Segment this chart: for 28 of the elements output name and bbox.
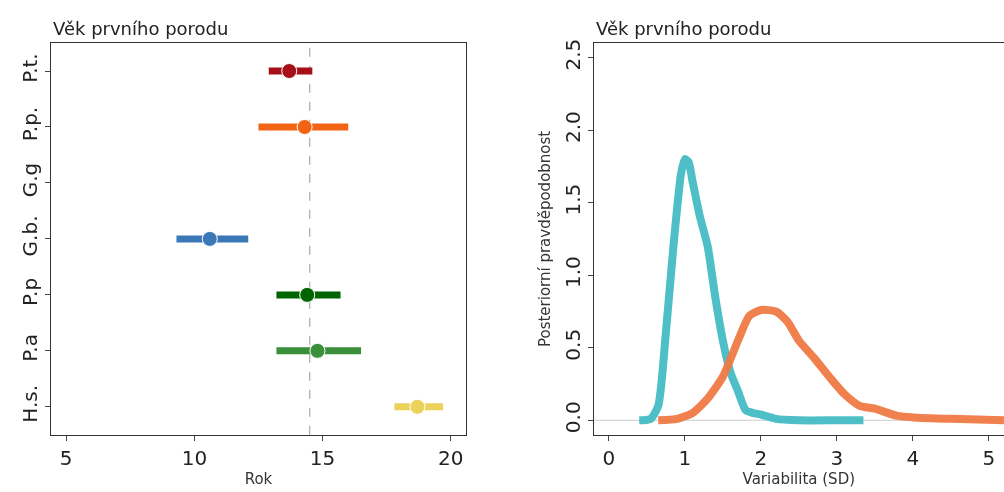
y-tick-label: P.p	[17, 277, 42, 306]
x-tick-label: 5	[59, 445, 73, 470]
chart-title: Věk prvního porodu	[53, 18, 229, 39]
x-tick-label: 4	[906, 445, 920, 470]
y-tick-label: G.b.	[17, 215, 42, 257]
y-tick-label: 2.5	[560, 38, 585, 71]
x-tick-label: 5	[982, 445, 996, 470]
x-axis-title: Rok	[244, 469, 273, 488]
y-tick-label: 2.0	[560, 111, 585, 144]
chart-title: Věk prvního porodu	[596, 18, 772, 39]
x-tick-label: 15	[309, 445, 336, 470]
y-tick-label: 0.5	[560, 328, 585, 361]
x-axis-title: Variabilita (SD)	[742, 469, 856, 488]
x-tick-label: 20	[438, 445, 464, 470]
y-tick-label: P.t.	[17, 53, 42, 83]
y-tick-label: G.g	[17, 162, 42, 198]
x-tick-label: 1	[678, 445, 692, 470]
y-axis-title: Posteriorní pravděpodobnost	[535, 130, 554, 348]
x-tick-label: 3	[830, 445, 844, 470]
y-tick-label: P.p.	[17, 106, 42, 142]
x-tick-label: 0	[602, 445, 616, 470]
y-tick-label: H.s.	[17, 384, 42, 423]
x-tick-label: 2	[754, 445, 768, 470]
y-tick-label: 1.0	[560, 256, 585, 289]
y-tick-label: 0.0	[560, 401, 585, 434]
y-tick-label: P.a	[17, 334, 42, 362]
y-tick-label: 1.5	[560, 183, 585, 216]
x-tick-label: 10	[181, 445, 208, 470]
